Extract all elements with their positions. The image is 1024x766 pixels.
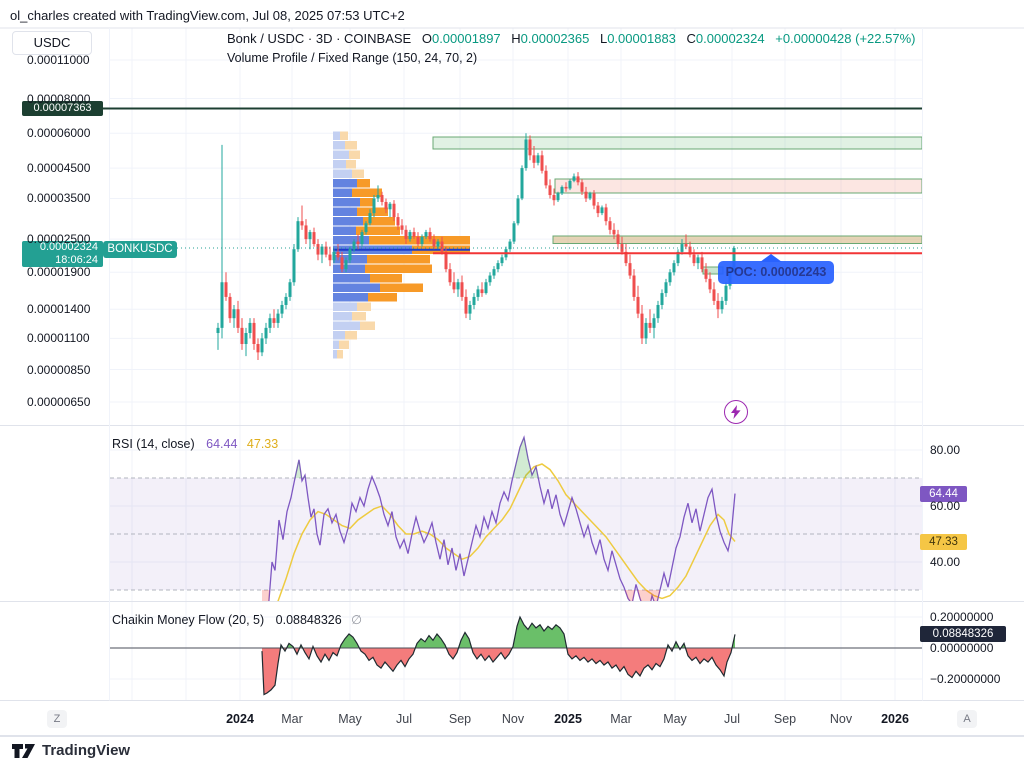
lightning-bolt-button[interactable] [724,400,748,424]
time-axis-label: Mar [281,712,303,726]
price-axis-label: 0.00004500 [27,161,91,176]
time-axis-label: Mar [610,712,632,726]
rsi-value-badge: 64.44 [920,486,967,502]
time-axis-label: 2025 [554,712,582,726]
last-price-badge: 0.00002324 18:06:24 [22,241,103,267]
main-series-legend[interactable]: Bonk / USDC · 3D · COINBASE O0.00001897 … [227,31,915,46]
rsi-legend[interactable]: RSI (14, close) 64.44 47.33 [112,437,278,451]
price-axis-label: 0.00008000 [27,91,91,106]
high-value: 0.00002365 [520,31,590,46]
price-axis-label: 0.00000650 [27,394,91,409]
price-axis-label: 0.00001100 [27,331,90,346]
symbol-currency-button[interactable]: USDC [12,31,92,55]
tradingview-logo-text: TradingView [42,742,131,759]
rsi-axis-label: 80.00 [930,443,961,457]
price-axis-label: 0.00000850 [27,362,91,377]
cmf-value-badge: 0.08848326 [920,626,1006,642]
cmf-axis-label: 0.00000000 [930,641,994,655]
time-axis-label: 2024 [226,712,254,726]
cmf-title: Chaikin Money Flow (20, 5) [112,613,265,627]
time-axis-label: Nov [501,712,525,726]
rsi-axis-label: 40.00 [930,555,961,569]
price-axis-label: 0.00001400 [27,302,91,317]
cmf-value: 0.08848326 [275,613,342,627]
time-axis-label: May [663,712,687,726]
time-axis-label: Sep [773,712,797,726]
time-axis-label: May [338,712,362,726]
empty-source-icon: ∅ [351,613,363,627]
low-value: 0.00001883 [607,31,676,46]
tradingview-logo[interactable]: TradingView [12,742,130,759]
open-value: 0.00001897 [431,31,501,46]
change-value: +0.00000428 (+22.57%) [775,31,916,46]
price-axis-label: 0.00003500 [27,191,91,206]
close-label: C [686,31,696,46]
rsi-value: 64.44 [206,437,238,451]
symbol-title: Bonk / USDC · 3D · COINBASE [227,31,412,46]
close-value: 0.00002324 [695,31,765,46]
price-level-badge: 0.00007363 [22,101,103,116]
symbol-price-tag: BONKUSDC [103,241,177,258]
rsi-axis-label: 60.00 [930,499,961,513]
time-axis-label: Nov [829,712,853,726]
time-axis-label: Jul [724,712,740,726]
cmf-axis-label: 0.20000000 [930,610,994,624]
time-axis-label: 2026 [881,712,909,726]
time-axis-label: Jul [396,712,412,726]
rsi-ma-value: 47.33 [246,437,279,451]
open-label: O [421,31,432,46]
timezone-button[interactable]: Z [47,710,67,728]
bar-countdown: 18:06:24 [55,254,98,266]
poc-callout-pointer-icon [760,254,782,262]
tradingview-logo-icon [12,743,35,758]
last-price-value: 0.00002324 [39,241,98,253]
low-label: L [599,31,608,46]
price-axis-label: 0.00001900 [27,265,91,280]
time-axis-label: Sep [448,712,472,726]
lightning-icon [731,405,741,419]
price-axis-label: 0.00011000 [27,53,90,67]
price-axis-label: 0.00006000 [27,126,91,141]
rsi-title: RSI (14, close) [112,437,195,451]
poc-callout[interactable]: POC: 0.00002243 [718,261,834,284]
high-label: H [511,31,521,46]
cmf-axis-label: −0.20000000 [930,672,1001,686]
copyright-text: ol_charles created with TradingView.com,… [10,8,405,23]
cmf-legend[interactable]: Chaikin Money Flow (20, 5) 0.08848326 ∅ [112,612,362,627]
rsi-ma-value-badge: 47.33 [920,534,967,550]
brand-bar [0,736,1024,766]
volume-profile-legend[interactable]: Volume Profile / Fixed Range (150, 24, 7… [227,51,478,65]
price-axis-label: 0.00002500 [27,232,91,247]
auto-scale-button[interactable]: A [957,710,977,728]
